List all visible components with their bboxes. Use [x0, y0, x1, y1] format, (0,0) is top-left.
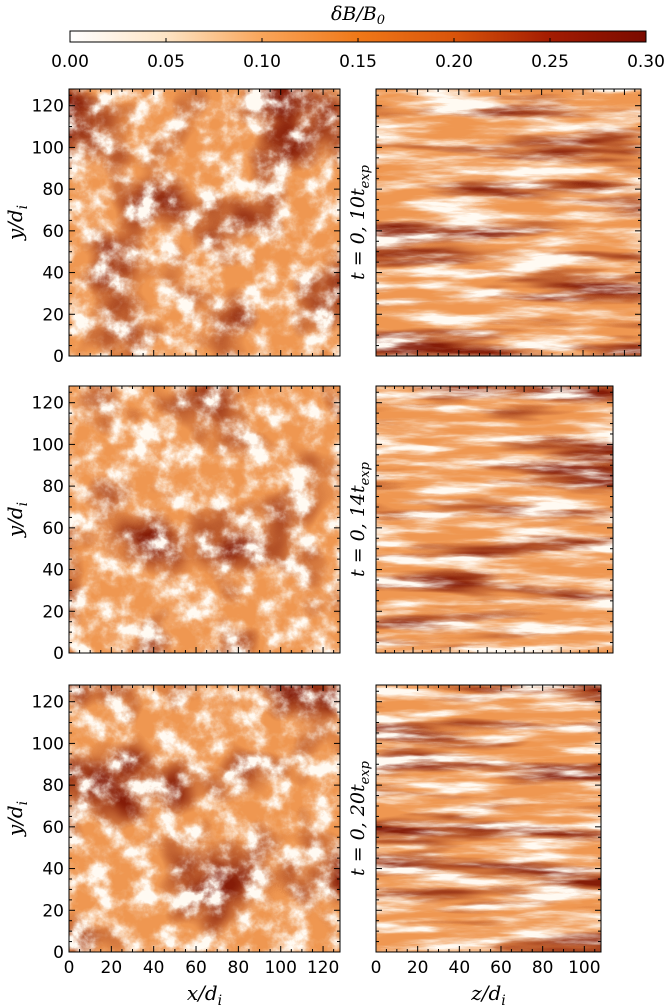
- y-axis-label: y/di: [3, 801, 31, 837]
- colorbar-tick-label: 0.05: [147, 52, 185, 72]
- y-tick-label: 120: [32, 97, 64, 117]
- x-tick-label: 60: [490, 958, 512, 978]
- axis-ticks: [375, 386, 613, 654]
- y-tick-label: 60: [42, 818, 64, 838]
- x-tick-label: 0: [64, 958, 75, 978]
- heatmap-texture: [376, 89, 641, 356]
- axis-ticks: [375, 89, 641, 357]
- xy-panel-3: 0 20 40 60 80 100 120 0 20 40 60 80 100 120 y/di x/di: [3, 684, 341, 1008]
- y-tick-label: 0: [53, 347, 64, 367]
- axis-ticks: [375, 685, 601, 953]
- yz-panel-2: t = 0, 14texp: [347, 385, 614, 654]
- x-tick-label: 0: [371, 958, 382, 978]
- y-tick-label: 80: [42, 477, 64, 497]
- x-tick-label: 120: [307, 958, 339, 978]
- y-tick-label: 100: [32, 734, 64, 754]
- x-tick-label: 40: [143, 958, 165, 978]
- colorbar-tick-label: 0.10: [243, 52, 281, 72]
- time-label: t = 0, 10texp: [347, 164, 373, 280]
- x-tick-label: 80: [532, 958, 554, 978]
- plot-frame: [375, 684, 602, 953]
- y-tick-label: 40: [42, 264, 64, 284]
- xy-panel-1: 0 20 40 60 80 100 120 y/di: [3, 88, 341, 367]
- plot-frame: [375, 385, 614, 654]
- x-axis-label: x/di: [187, 981, 222, 1008]
- yz-panel-3: 0 20 40 60 80 100 z/di t = 0, 20texp: [347, 684, 602, 1008]
- x-tick-label: 40: [449, 958, 471, 978]
- panels: 0 20 40 60 80 100 120 y/di t = 0, 10texp 0 20 40 60 8…: [3, 88, 642, 1008]
- x-tick-label: 100: [264, 958, 296, 978]
- heatmap-texture: [69, 89, 340, 356]
- y-tick-label: 40: [42, 860, 64, 880]
- y-tick-label: 60: [42, 519, 64, 539]
- x-tick-label: 60: [185, 958, 207, 978]
- y-tick-label: 20: [42, 602, 64, 622]
- colorbar-ticks: 0.00 0.05 0.10 0.15 0.20 0.25 0.30: [51, 38, 665, 72]
- y-tick-label: 20: [42, 305, 64, 325]
- x-tick-label: 20: [101, 958, 123, 978]
- y-tick-label: 0: [53, 943, 64, 963]
- y-tick-label: 80: [42, 776, 64, 796]
- time-label: t = 0, 14texp: [347, 461, 373, 577]
- colorbar-tick-label: 0.20: [435, 52, 473, 72]
- axis-ticks: [68, 89, 340, 357]
- yz-panel-1: t = 0, 10texp: [347, 88, 642, 357]
- colorbar-tick-label: 0.00: [51, 52, 89, 72]
- y-tick-label: 20: [42, 901, 64, 921]
- y-tick-label: 100: [32, 138, 64, 158]
- plot-frame: [68, 684, 341, 953]
- colorbar: δB/B0 0.00 0.05 0.10 0.15 0.20 0.25 0.30: [51, 3, 665, 72]
- colorbar-tick-label: 0.30: [627, 52, 665, 72]
- x-tick-label: 100: [568, 958, 600, 978]
- time-label: t = 0, 20texp: [347, 760, 373, 876]
- y-axis-label: y/di: [3, 205, 31, 241]
- y-tick-label: 0: [53, 644, 64, 664]
- y-tick-label: 60: [42, 222, 64, 242]
- y-tick-label: 40: [42, 561, 64, 581]
- plot-frame: [375, 88, 642, 357]
- heatmap-texture: [69, 685, 340, 952]
- x-tick-label: 20: [407, 958, 429, 978]
- plot-frame: [68, 88, 341, 357]
- y-tick-label: 80: [42, 180, 64, 200]
- heatmap-texture: [376, 386, 613, 653]
- axis-ticks: [68, 685, 340, 953]
- y-axis-label: y/di: [3, 502, 31, 538]
- colorbar-tick-label: 0.25: [531, 52, 569, 72]
- plot-frame: [68, 385, 341, 654]
- colorbar-tick-label: 0.15: [339, 52, 377, 72]
- y-tick-label: 120: [32, 394, 64, 414]
- axis-ticks: [68, 386, 340, 654]
- y-tick-label: 100: [32, 435, 64, 455]
- xy-panel-2: 0 20 40 60 80 100 120 y/di: [3, 385, 341, 664]
- heatmap-texture: [376, 685, 601, 952]
- y-tick-label: 120: [32, 693, 64, 713]
- colorbar-label: δB/B0: [331, 3, 385, 28]
- x-axis-label: z/di: [470, 981, 506, 1008]
- x-tick-label: 80: [228, 958, 250, 978]
- heatmap-texture: [69, 386, 340, 653]
